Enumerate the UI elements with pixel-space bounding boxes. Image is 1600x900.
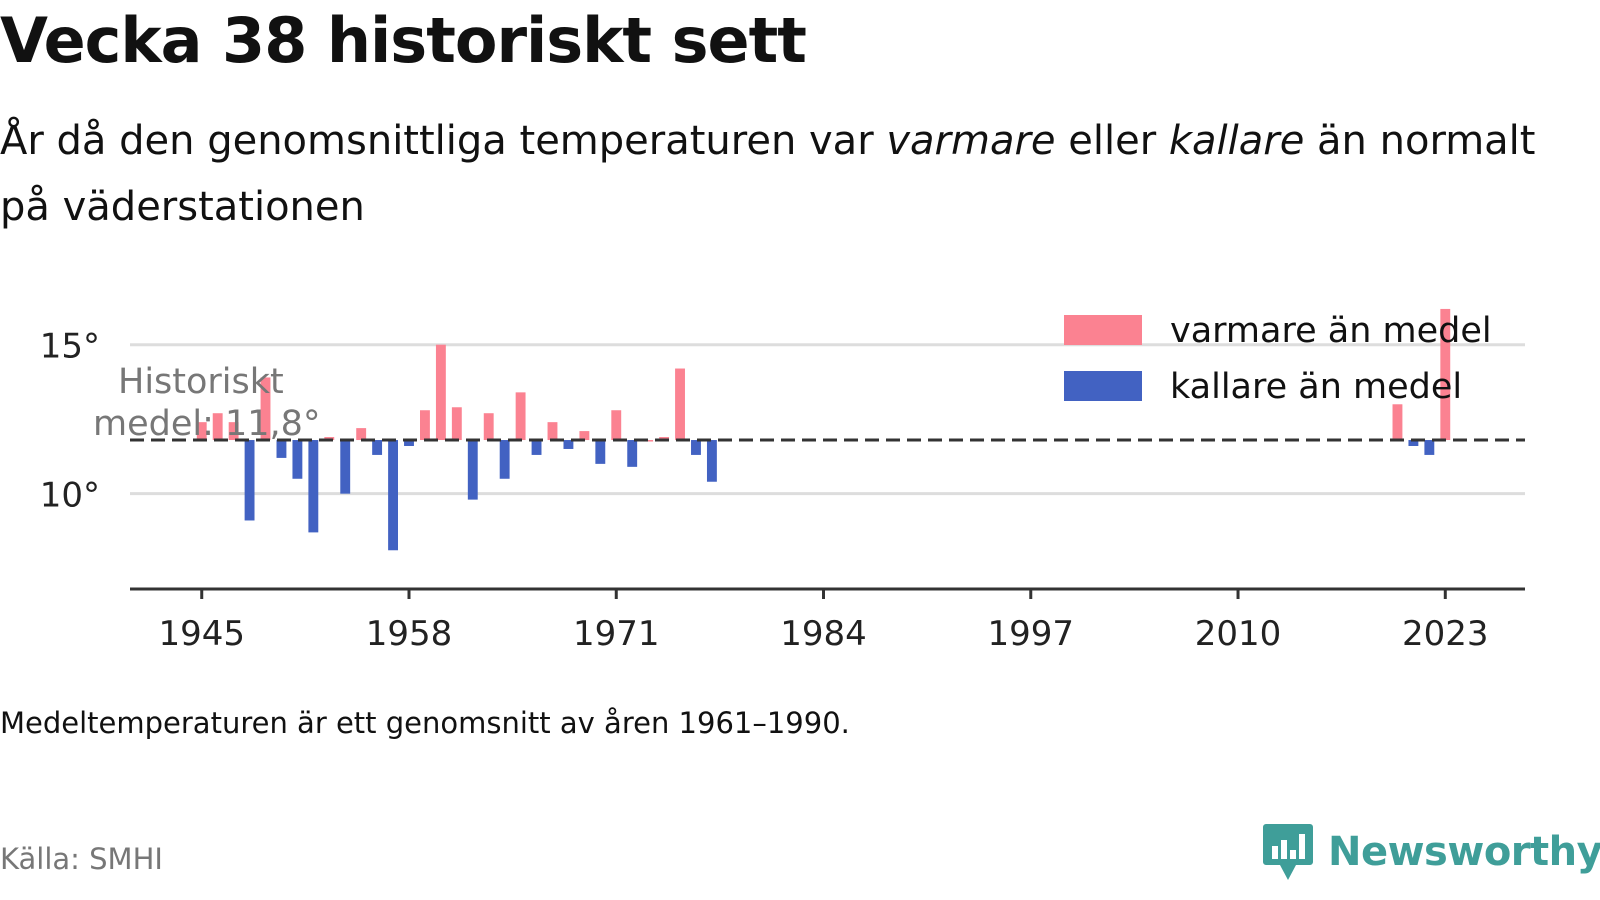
bar-cold <box>308 440 319 533</box>
bar-cold <box>276 440 287 458</box>
temperature-bar-chart: Historiskt medel: 11,8° 1945 1958 1971 1984 1… <box>40 308 1525 654</box>
bar-cold <box>340 440 351 494</box>
bar-cold <box>706 440 717 482</box>
subtitle-cold-word: kallare <box>1168 118 1305 164</box>
page-subtitle: År då den genomsnittliga temperaturen va… <box>0 108 1560 240</box>
x-tick-label: 1958 <box>366 614 453 654</box>
bar-warm <box>260 377 271 441</box>
bar-cold <box>1424 440 1435 455</box>
source-label: Källa: SMHI <box>0 842 163 876</box>
bar-cold <box>372 440 383 455</box>
bar-warm <box>611 410 622 441</box>
bar-cold <box>499 440 510 479</box>
grid-lines <box>130 343 1525 496</box>
bar-cold <box>691 440 701 455</box>
x-tick-label: 2010 <box>1195 614 1282 654</box>
chart-legend: varmare än medel kallare än medel <box>1064 311 1492 407</box>
subtitle-text-3: än normalt på väderstationen <box>0 118 1536 230</box>
newsworthy-logo-icon <box>1263 824 1313 880</box>
bar-warm <box>547 422 558 441</box>
bar-warm <box>212 413 223 441</box>
x-tick-label: 1997 <box>988 614 1075 654</box>
legend-swatch <box>1064 315 1142 345</box>
bar-cold <box>1408 440 1419 446</box>
x-tick-label: 1984 <box>780 614 867 654</box>
bar-warm <box>1392 404 1403 441</box>
x-tick-label: 1971 <box>573 614 660 654</box>
subtitle-text-2: eller <box>1055 118 1169 164</box>
bar-warm <box>1440 308 1451 441</box>
bar-cold <box>595 440 606 464</box>
x-tick-label: 2023 <box>1402 614 1489 654</box>
x-tick-label: 1945 <box>158 614 245 654</box>
bar-cold <box>563 440 574 449</box>
bar-warm <box>420 410 430 441</box>
bar-warm <box>483 413 494 441</box>
bar-warm <box>228 422 239 441</box>
subtitle-text-1: År då den genomsnittliga temperaturen va… <box>0 118 887 164</box>
bar-cold <box>467 440 478 500</box>
bar-warm <box>643 440 654 442</box>
legend-swatch <box>1064 371 1142 401</box>
legend-label: varmare än medel <box>1170 311 1492 351</box>
brand-logo: Newsworthy <box>1262 822 1600 882</box>
y-axis-labels: 10° 15° <box>40 327 100 516</box>
chart-bars <box>196 308 1451 551</box>
subtitle-warm-word: varmare <box>886 118 1056 164</box>
bar-cold <box>292 440 303 479</box>
bar-cold <box>627 440 638 467</box>
bar-warm <box>435 344 446 441</box>
mean-line-group: Historiskt medel: 11,8° <box>93 362 1525 444</box>
bar-warm <box>196 422 207 441</box>
page-title: Vecka 38 historiskt sett <box>0 4 807 77</box>
bar-warm <box>356 428 367 441</box>
brand-name: Newsworthy <box>1328 829 1600 875</box>
chart-footnote: Medeltemperaturen är ett genomsnitt av å… <box>0 706 850 740</box>
bar-warm <box>451 407 462 441</box>
mean-line-label: Historiskt medel: 11,8° <box>93 362 320 444</box>
bar-warm <box>579 431 590 441</box>
x-axis: 1945 1958 1971 1984 1997 2010 2023 <box>130 587 1525 654</box>
bar-warm <box>675 368 685 441</box>
legend-label: kallare än medel <box>1170 367 1462 407</box>
bar-cold <box>404 440 414 446</box>
bar-warm <box>515 392 526 441</box>
bar-cold <box>531 440 542 455</box>
bar-cold <box>244 440 255 521</box>
y-tick-label: 15° <box>40 327 100 367</box>
bar-cold <box>388 440 398 551</box>
y-tick-label: 10° <box>40 476 100 516</box>
